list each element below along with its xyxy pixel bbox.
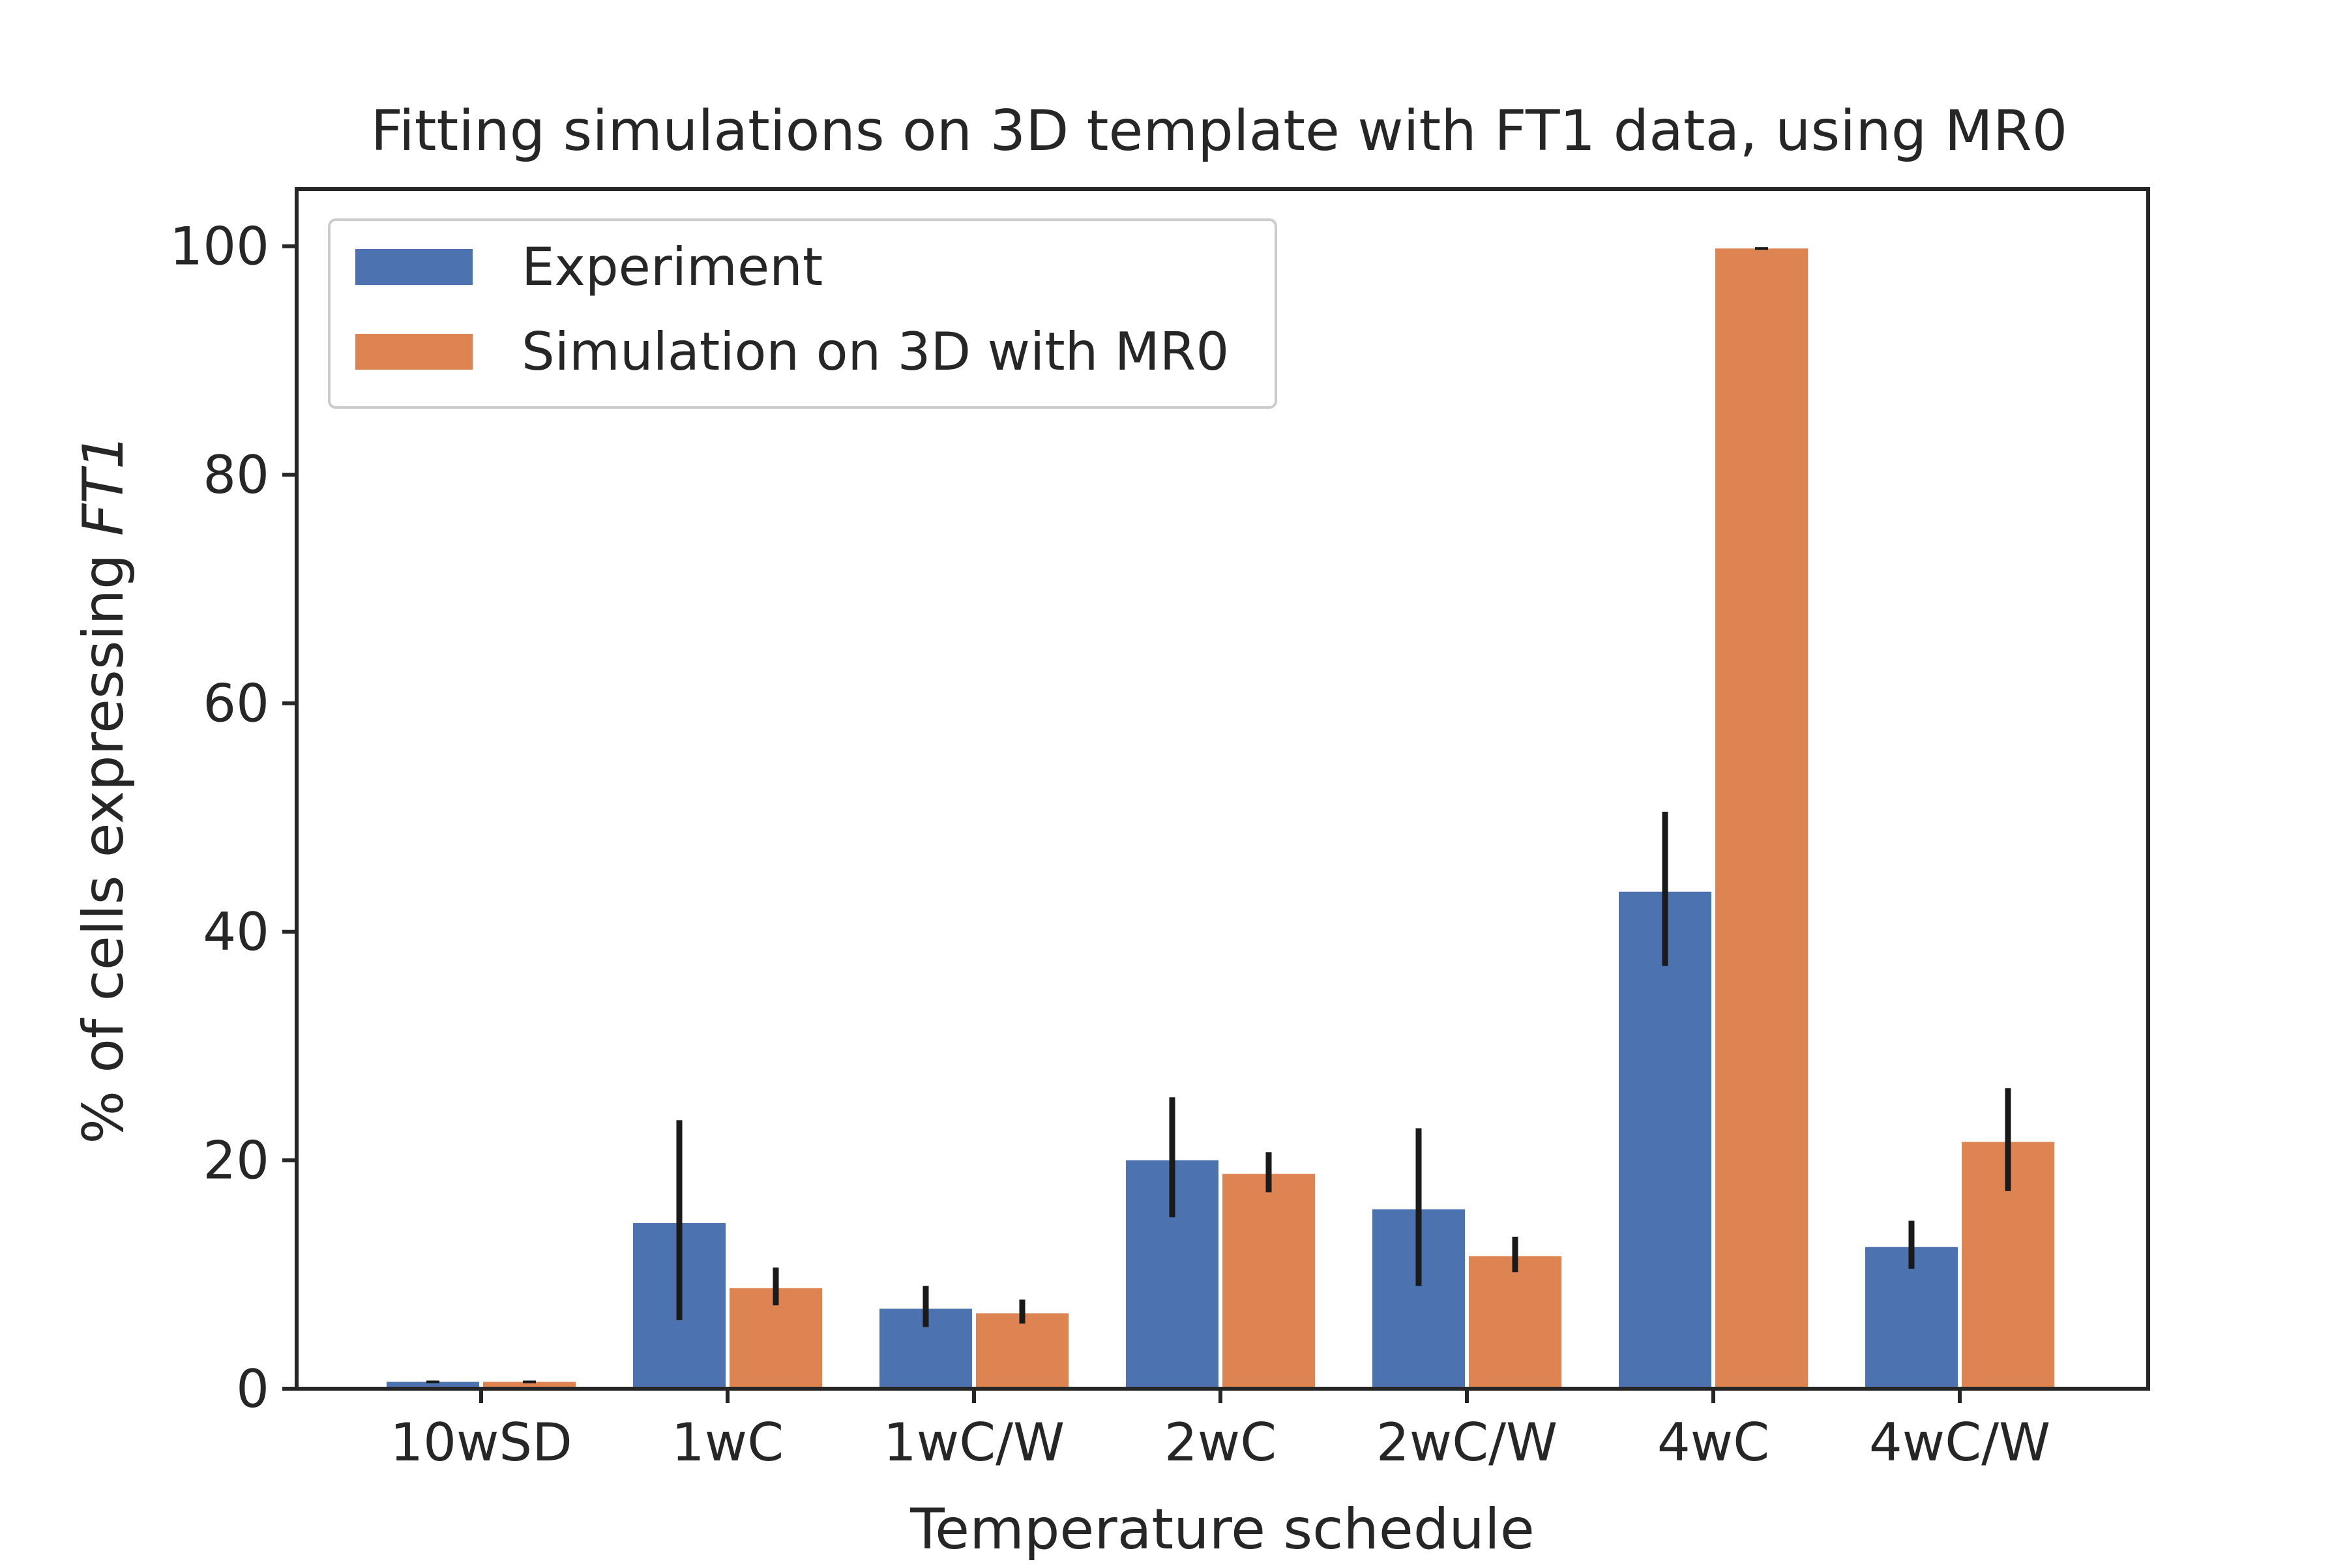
y-axis-label-italic: FT1	[71, 434, 136, 536]
bar-simulation-10wsd	[483, 1382, 576, 1389]
bar-experiment-4wc	[1619, 891, 1711, 1389]
x-tick-label-2wc: 2wC	[1164, 1412, 1277, 1473]
bar-simulation-2wc-w	[1469, 1256, 1561, 1389]
bar-simulation-2wc	[1222, 1174, 1315, 1389]
bar-simulation-4wc	[1715, 248, 1808, 1389]
y-tick-label-40: 40	[203, 902, 269, 962]
chart-title: Fitting simulations on 3D template with …	[371, 98, 2068, 164]
legend-swatch-experiment	[355, 249, 473, 285]
y-axis-label: % of cells expressing FT1	[71, 434, 136, 1144]
bar-experiment-4wc-w	[1865, 1247, 1958, 1389]
y-axis-label-text: % of cells expressing	[71, 536, 136, 1144]
legend-label-experiment: Experiment	[522, 237, 823, 297]
y-tick-label-80: 80	[203, 445, 269, 505]
legend-box	[328, 218, 1277, 409]
x-axis-label: Temperature schedule	[909, 1497, 1535, 1562]
legend-label-simulation: Simulation on 3D with MR0	[522, 321, 1229, 382]
x-tick-label-1wc: 1wC	[672, 1412, 784, 1473]
legend-swatch-simulation	[355, 334, 473, 370]
y-tick-label-60: 60	[203, 673, 269, 734]
bar-experiment-10wsd	[387, 1382, 479, 1389]
y-tick-label-0: 0	[236, 1359, 269, 1419]
y-axis-ticks: 0 20 40 60 80 100	[170, 216, 297, 1419]
legend: Experiment Simulation on 3D with MR0	[328, 218, 1277, 409]
errorbars-layer	[426, 247, 2011, 1383]
x-tick-label-4wc-w: 4wC/W	[1869, 1412, 2050, 1473]
x-tick-label-4wc: 4wC	[1657, 1412, 1769, 1473]
x-tick-label-1wc-w: 1wC/W	[883, 1412, 1065, 1473]
x-axis-ticks: 10wSD 1wC 1wC/W 2wC 2wC/W 4wC 4wC/W	[390, 1389, 2050, 1473]
x-tick-label-2wc-w: 2wC/W	[1376, 1412, 1557, 1473]
y-tick-label-20: 20	[203, 1131, 269, 1191]
x-tick-label-10wsd: 10wSD	[390, 1412, 572, 1473]
y-tick-label-100: 100	[170, 216, 269, 277]
bar-simulation-1wc-w	[976, 1313, 1069, 1389]
